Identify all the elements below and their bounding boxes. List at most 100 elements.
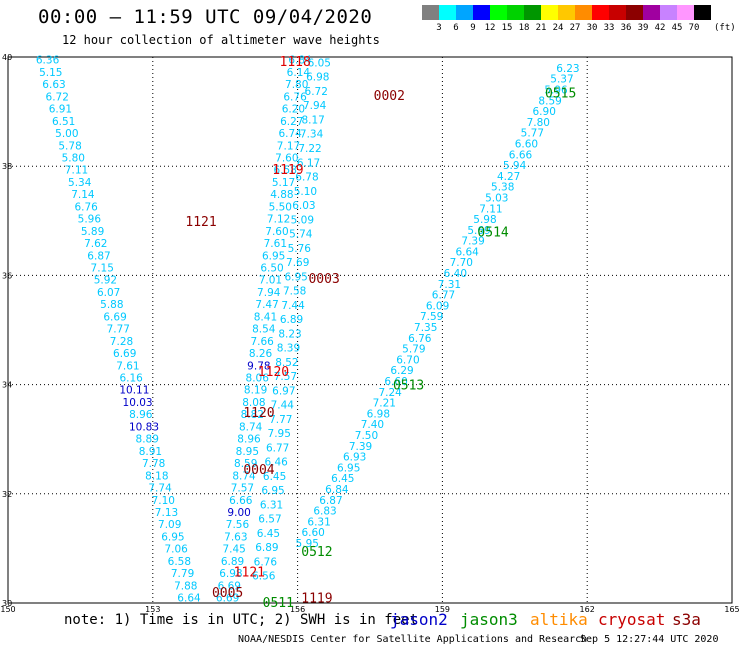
wave-height-value: 6.40: [444, 268, 467, 280]
wave-height-value: 6.91: [49, 104, 72, 116]
wave-height-value: 6.69: [218, 580, 241, 592]
wave-height-value: 7.11: [479, 203, 502, 215]
wave-height-value: 8.82: [241, 409, 264, 421]
wave-height-value: 6.60: [384, 376, 407, 388]
wave-height-value: 6.77: [266, 442, 289, 454]
wave-height-value: 5.15: [39, 67, 62, 79]
legend-swatch: [541, 5, 558, 20]
wave-height-value: 5.95: [296, 538, 319, 550]
wave-height-value: 7.39: [349, 441, 372, 453]
wave-height-value: 4.27: [497, 171, 520, 183]
wave-height-value: 6.97: [272, 385, 295, 397]
wave-height-value: 6.63: [42, 79, 65, 91]
legend-swatch: [439, 5, 456, 20]
wave-height-value: 6.66: [229, 495, 253, 507]
legend-cryosat: cryosat: [598, 610, 666, 629]
wave-height-value: 6.16: [119, 373, 143, 385]
wave-height-value: 6.17: [297, 157, 320, 169]
wave-height-value: 7.40: [361, 419, 384, 431]
wave-height-value: 6.27: [280, 116, 303, 128]
wave-height-value: 6.84: [288, 55, 312, 67]
legend-label: 27: [569, 23, 581, 33]
wave-height-value: 6.76: [254, 556, 278, 568]
wave-height-value: 8.59: [538, 95, 561, 107]
legend-label: 12: [484, 23, 496, 33]
wave-height-value: 6.45: [257, 528, 280, 540]
legend-label: 9: [470, 23, 476, 33]
wave-height-value: 8.26: [249, 348, 273, 360]
wave-height-value: 6.76: [408, 333, 432, 345]
wave-height-value: 5.96: [78, 214, 102, 226]
wave-height-value: 6.89: [255, 542, 278, 554]
chart-subtitle: 12 hour collection of altimeter wave hei…: [62, 33, 380, 47]
pass-time-label: 0512: [301, 545, 332, 560]
wave-height-value: 6.84: [325, 484, 349, 496]
wave-height-value: 6.31: [260, 499, 283, 511]
wave-height-value: 6.98: [306, 72, 329, 84]
pass-time-label: 1119: [301, 592, 332, 607]
lat-tick-label: 38: [2, 162, 12, 171]
wave-height-value: 6.69: [113, 348, 136, 360]
wave-height-value: 7.60: [265, 226, 288, 238]
wave-height-value: 7.44: [271, 400, 295, 412]
legend-label: 70: [688, 23, 700, 33]
wave-height-value: 6.64: [177, 593, 201, 605]
wave-height-value: 8.41: [254, 311, 277, 323]
pass-time-label: 0515: [545, 86, 576, 101]
lon-tick-label: 165: [724, 605, 739, 614]
legend-jason3: jason3: [460, 610, 518, 629]
lon-tick-label: 150: [0, 605, 15, 614]
wave-height-value: 8.17: [301, 114, 324, 126]
wave-height-value: 5.80: [62, 153, 85, 165]
wave-height-value: 5.17: [272, 177, 295, 189]
wave-height-value: 10.83: [129, 421, 159, 433]
wave-height-value: 7.63: [224, 531, 247, 543]
legend-swatch: [694, 5, 711, 20]
wave-height-value: 5.10: [294, 186, 317, 198]
pass-time-label: 0005: [212, 586, 243, 601]
wave-height-value: 5.78: [58, 140, 81, 152]
legend-swatch: [558, 5, 575, 20]
pass-time-label: 1121: [234, 565, 265, 580]
wave-height-value: 5.94: [503, 160, 527, 172]
wave-height-value: 6.46: [264, 457, 288, 469]
pass-time-label: 0003: [308, 272, 339, 287]
wave-height-value: 5.38: [491, 182, 514, 194]
wave-height-value: 5.79: [402, 344, 425, 356]
pass-time-label: 1120: [258, 365, 289, 380]
wave-height-value: 7.50: [355, 430, 378, 442]
wave-height-value: 7.31: [438, 279, 461, 291]
wave-height-value: 7.60: [275, 153, 298, 165]
wave-height-value: 6.95: [262, 250, 285, 262]
lon-tick-label: 156: [290, 605, 305, 614]
legend-label: 15: [501, 23, 513, 33]
wave-height-value: 8.96: [237, 434, 261, 446]
legend-swatch: [660, 5, 677, 20]
wave-height-value: 6.95: [261, 485, 284, 497]
wave-height-value: 8.89: [136, 434, 159, 446]
wave-height-value: 6.78: [295, 172, 318, 184]
wave-height-value: 7.44: [281, 300, 305, 312]
wave-height-value: 6.74: [278, 128, 302, 140]
wave-height-value: 6.70: [396, 354, 419, 366]
generated-timestamp: Sep 5 12:27:44 UTC 2020: [580, 634, 719, 645]
wave-height-value: 5.89: [81, 226, 104, 238]
wave-height-value: 5.92: [94, 275, 117, 287]
lon-tick-label: 159: [435, 605, 450, 614]
wave-height-value: 6.50: [260, 263, 283, 275]
legend-swatch: [626, 5, 643, 20]
wave-height-value: 6.14: [287, 67, 311, 79]
credit-line: NOAA/NESDIS Center for Satellite Applica…: [238, 634, 588, 645]
wave-height-value: 8.06: [246, 373, 270, 385]
wave-height-value: 6.51: [52, 116, 75, 128]
wave-height-value: 7.69: [286, 257, 309, 269]
wave-height-value: 6.93: [343, 452, 366, 464]
wave-height-value: 8.18: [145, 470, 168, 482]
legend-swatch: [524, 5, 541, 20]
wave-height-value: 7.62: [84, 238, 107, 250]
wave-height-value: 5.88: [100, 299, 123, 311]
wave-height-value: 7.95: [268, 428, 291, 440]
wave-height-value: 6.69: [216, 593, 239, 605]
wave-height-value: 5.96: [544, 85, 568, 97]
wave-height-value: 7.80: [527, 117, 550, 129]
